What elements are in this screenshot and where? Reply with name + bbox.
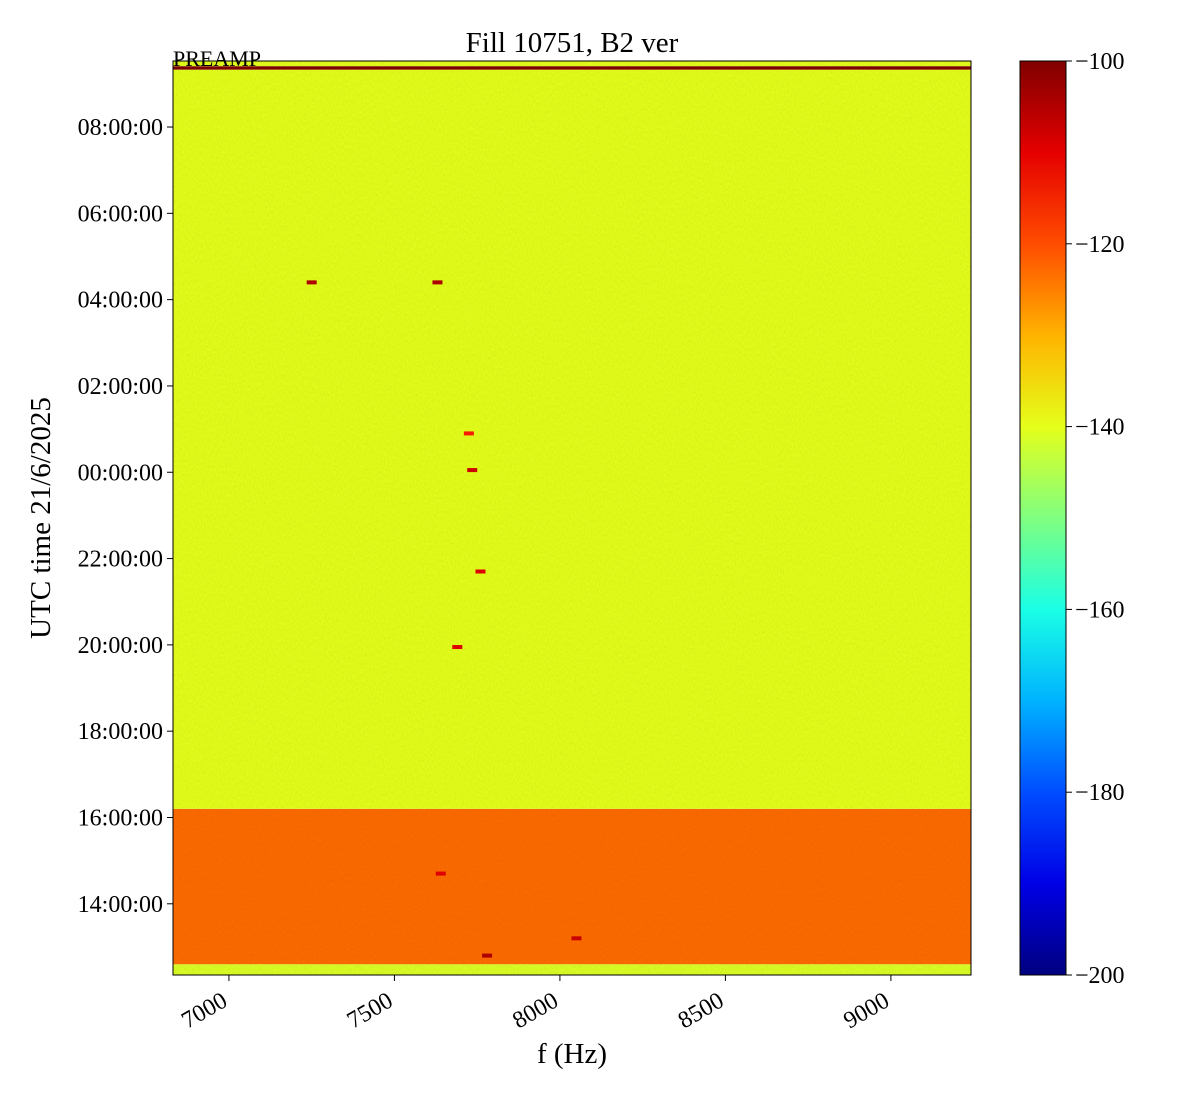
y-tick-label: 20:00:00 xyxy=(78,633,163,659)
colorbar-tick-label: −160 xyxy=(1075,597,1125,623)
colorbar-tick-label: −120 xyxy=(1075,232,1125,258)
colorbar-tick-label: −100 xyxy=(1075,49,1125,75)
x-tick-label: 7500 xyxy=(343,988,398,1035)
y-axis-label: UTC time 21/6/2025 xyxy=(25,397,57,639)
y-tick-label: 16:00:00 xyxy=(78,805,163,831)
y-tick-label: 22:00:00 xyxy=(78,547,163,573)
colorbar-tick-label: −180 xyxy=(1075,780,1125,806)
plot-frame xyxy=(172,60,972,976)
y-tick-label: 14:00:00 xyxy=(78,892,163,918)
x-tick-label: 8500 xyxy=(674,988,729,1035)
y-tick-label: 18:00:00 xyxy=(78,719,163,745)
y-tick-label: 02:00:00 xyxy=(78,374,163,400)
colorbar-tick-label: −140 xyxy=(1075,415,1125,441)
colorbar-tick-label: −200 xyxy=(1075,963,1125,989)
colorbar xyxy=(1019,60,1067,976)
texture xyxy=(173,61,971,975)
x-tick-label: 7000 xyxy=(177,988,232,1035)
y-tick-label: 00:00:00 xyxy=(78,460,163,486)
x-tick-label: 8000 xyxy=(508,988,563,1035)
y-tick-label: 06:00:00 xyxy=(78,201,163,227)
y-tick-label: 08:00:00 xyxy=(78,115,163,141)
y-tick-label: 04:00:00 xyxy=(78,288,163,314)
annotation: PREAMP xyxy=(173,46,261,71)
x-axis-label: f (Hz) xyxy=(537,1038,607,1070)
chart-title: Fill 10751, B2 ver xyxy=(466,27,679,59)
x-tick-label: 9000 xyxy=(839,988,894,1035)
